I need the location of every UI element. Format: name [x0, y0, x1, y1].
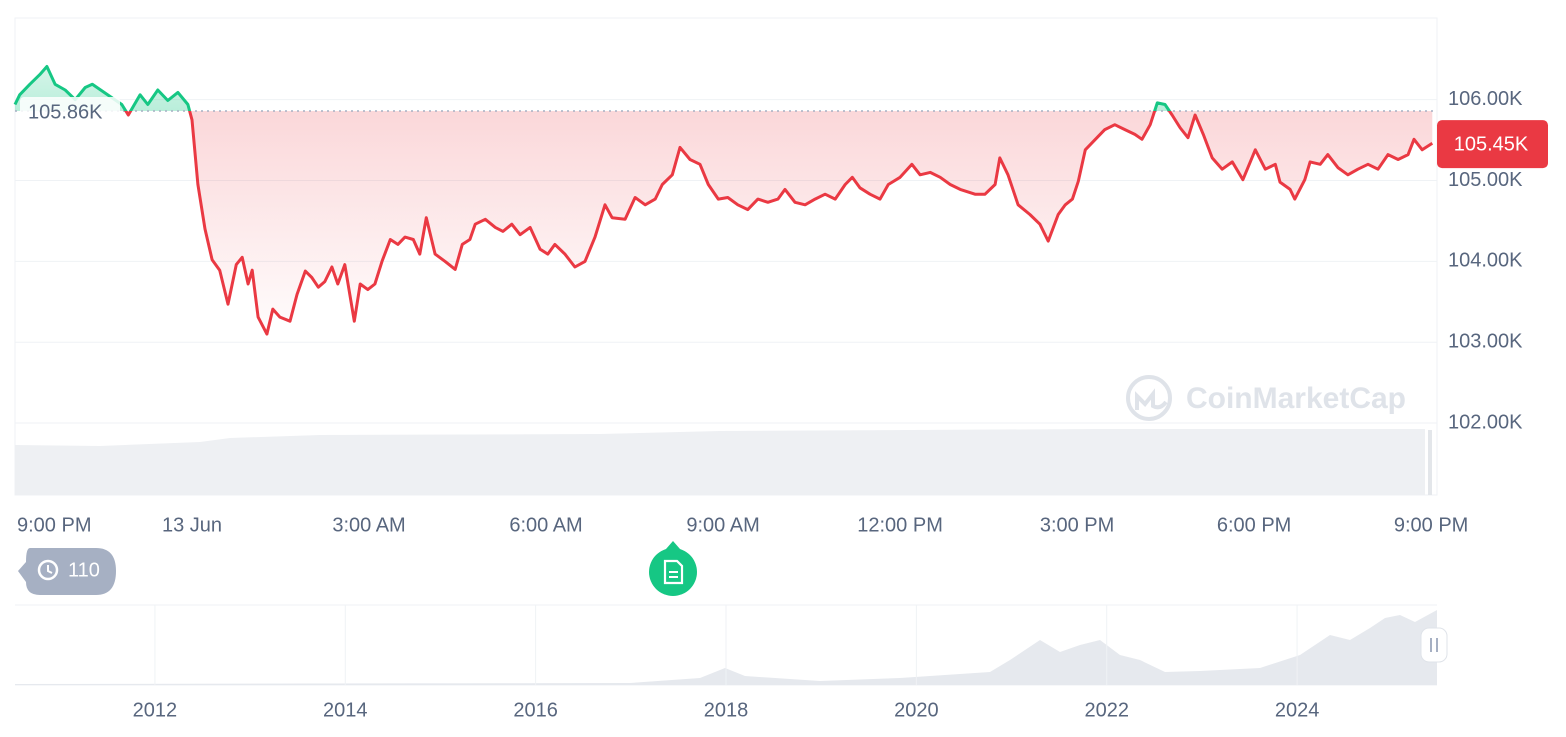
x-tick-label: 13 Jun — [162, 514, 222, 536]
navigator-tick-label: 2018 — [704, 699, 749, 721]
navigator-tick-label: 2022 — [1084, 699, 1129, 721]
history-badge-bg[interactable] — [18, 548, 116, 595]
watermark-logo — [1126, 375, 1172, 421]
navigator-tick-label: 2012 — [133, 699, 178, 721]
history-count: 110 — [68, 559, 100, 581]
volume-area — [15, 429, 1425, 495]
current-price-label: 105.45K — [1454, 133, 1529, 155]
y-tick-label: 105.00K — [1448, 169, 1523, 191]
navigator: 2012 2014 2016 2018 2020 2022 2024 — [15, 604, 1448, 721]
baseline-label-bg — [20, 96, 120, 125]
price-line — [13, 65, 1434, 336]
current-price-badge — [1437, 120, 1548, 169]
plot: 105.86K — [13, 65, 1437, 336]
news-marker[interactable] — [649, 541, 697, 596]
volume-bar — [1428, 430, 1432, 495]
y-tick-label: 106.00K — [1448, 88, 1523, 110]
navigator-tick-label: 2014 — [323, 699, 368, 721]
news-marker-tip — [666, 541, 680, 549]
news-icon-lines — [669, 571, 678, 578]
x-tick-label: 9:00 PM — [17, 514, 91, 536]
x-tick-label: 12:00 PM — [857, 514, 943, 536]
watermark: CoinMarketCap — [1186, 382, 1406, 415]
x-tick-label: 9:00 PM — [1394, 514, 1468, 536]
y-tick-label: 102.00K — [1448, 411, 1523, 433]
navigator-handle[interactable] — [1420, 627, 1448, 663]
x-tick-label: 9:00 AM — [686, 514, 759, 536]
history-icon — [37, 559, 59, 581]
news-icon — [663, 559, 684, 585]
navigator-handle-grip — [1430, 638, 1438, 652]
x-tick-label: 3:00 AM — [332, 514, 405, 536]
area-fill — [15, 66, 1433, 335]
y-tick-label: 103.00K — [1448, 330, 1523, 352]
navigator-tick-label: 2016 — [513, 699, 558, 721]
history-icon-hand — [47, 565, 53, 574]
x-tick-label: 6:00 AM — [509, 514, 582, 536]
history-badge[interactable]: 110 — [18, 548, 116, 595]
navigator-tick-label: 2024 — [1275, 699, 1320, 721]
navigator-tick-label: 2020 — [894, 699, 939, 721]
navigator-area — [15, 610, 1437, 685]
y-tick-label: 104.00K — [1448, 250, 1523, 272]
baseline-label: 105.86K — [28, 101, 103, 123]
x-tick-label: 3:00 PM — [1040, 514, 1114, 536]
x-tick-label: 6:00 PM — [1217, 514, 1291, 536]
